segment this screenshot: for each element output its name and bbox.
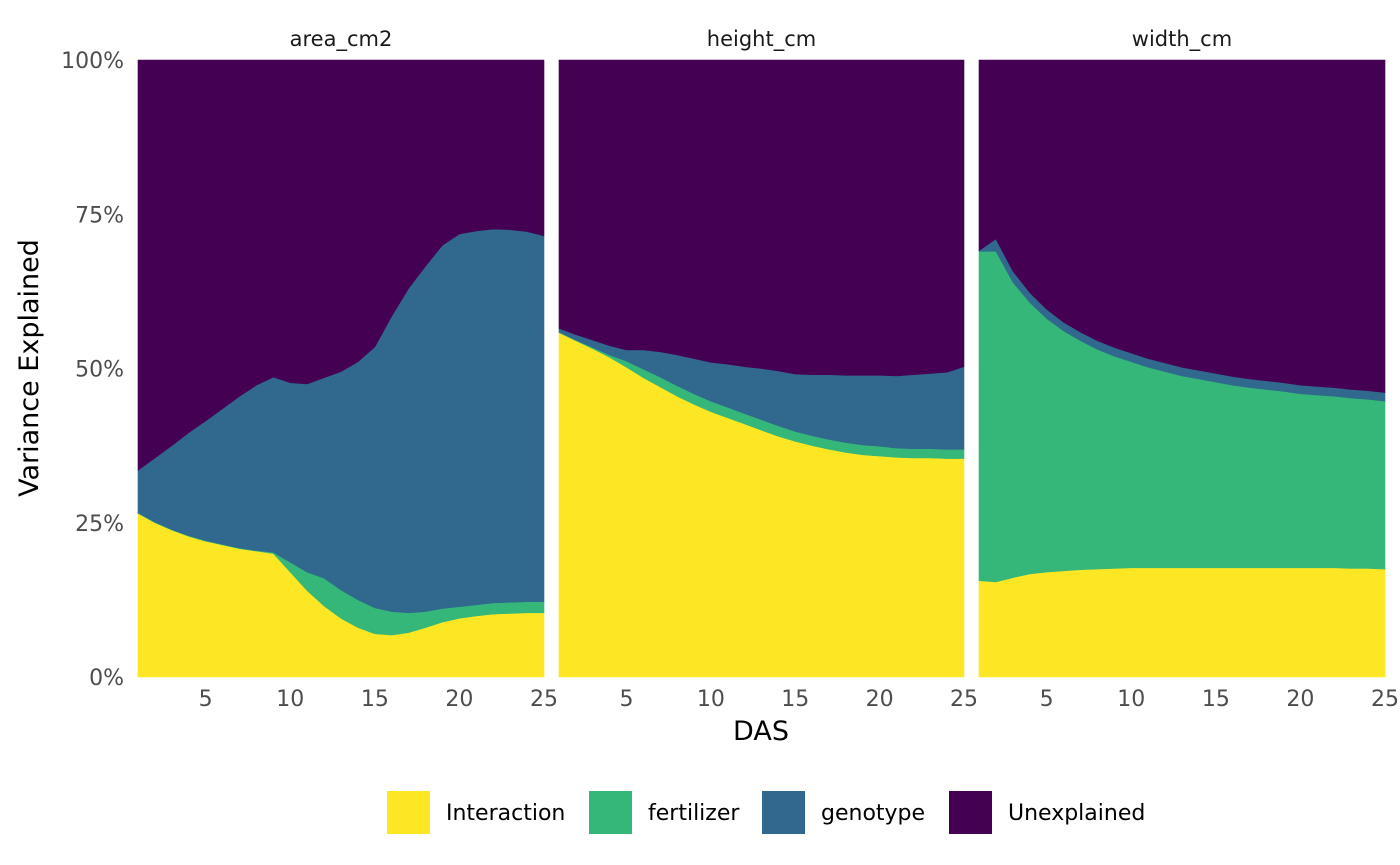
x-tick-label: 5 [620,687,634,712]
legend-item-unexplained: Unexplained [949,791,1145,834]
facet-panels: area_cm2 height_cm width_cm [137,27,1386,678]
x-tick-label: 5 [1040,687,1054,712]
area-width_cm-interaction [978,567,1386,678]
x-tick-label: 25 [530,687,558,712]
legend-item-interaction: Interaction [387,791,565,834]
legend-label-interaction: Interaction [446,801,565,826]
x-tick-label: 25 [950,687,978,712]
legend-swatch-genotype [762,791,805,834]
x-tick-label: 20 [1286,687,1314,712]
x-tick-label: 10 [697,687,725,712]
x-tick-label: 15 [1202,687,1230,712]
facet-area_cm2: area_cm2 [137,27,545,678]
x-axis: 5 10 15 20 25 5 10 15 20 25 5 10 15 20 25 [199,687,1399,712]
x-tick-label: 15 [361,687,389,712]
x-tick-label: 25 [1371,687,1399,712]
facet-height_cm: height_cm [558,27,965,678]
legend: Interaction fertilizer genotype Unexplained [387,791,1145,834]
y-tick-label: 75% [75,203,124,228]
x-tick-label: 20 [445,687,473,712]
legend-item-fertilizer: fertilizer [589,791,740,834]
legend-swatch-fertilizer [589,791,632,834]
x-tick-label: 20 [866,687,894,712]
facet-title-height_cm: height_cm [707,27,816,52]
area-area_cm2-unexplained [137,59,545,471]
x-tick-label: 5 [199,687,213,712]
area-width_cm-unexplained [978,59,1386,393]
legend-label-genotype: genotype [821,801,925,826]
legend-swatch-interaction [387,791,430,834]
legend-label-unexplained: Unexplained [1008,801,1145,826]
x-tick-label: 10 [1117,687,1145,712]
area-height_cm-unexplained [558,59,965,377]
x-tick-label: 15 [781,687,809,712]
facet-width_cm: width_cm [978,27,1386,678]
legend-item-genotype: genotype [762,791,925,834]
facet-title-area_cm2: area_cm2 [290,27,393,52]
x-tick-label: 10 [276,687,304,712]
y-axis-title: Variance Explained [14,239,45,497]
y-tick-label: 0% [89,666,124,691]
y-axis: 0% 25% 50% 75% 100% [61,49,124,691]
y-tick-label: 50% [75,358,124,383]
legend-swatch-unexplained [949,791,992,834]
facet-title-width_cm: width_cm [1132,27,1232,52]
legend-label-fertilizer: fertilizer [648,801,740,826]
x-axis-title: DAS [733,716,789,747]
y-tick-label: 25% [75,512,124,537]
y-tick-label: 100% [61,49,124,74]
